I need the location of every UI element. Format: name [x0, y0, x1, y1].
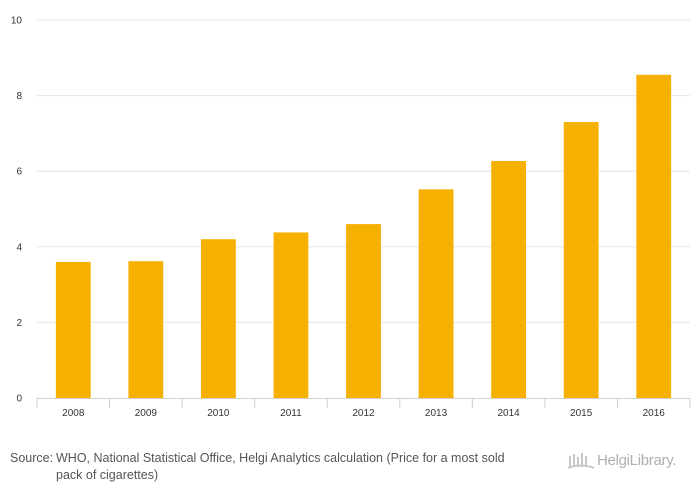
bar[interactable] [128, 261, 164, 398]
source-text: WHO, National Statistical Office, Helgi … [56, 451, 505, 482]
x-tick-label: 2012 [352, 408, 375, 419]
bar[interactable] [491, 160, 527, 398]
bar[interactable] [636, 74, 672, 398]
bar[interactable] [418, 189, 454, 398]
y-tick-label: 6 [16, 167, 22, 178]
source-note: Source: WHO, National Statistical Office,… [10, 450, 540, 484]
bar[interactable] [273, 232, 309, 398]
y-tick-label: 2 [16, 318, 22, 329]
x-tick-label: 2009 [135, 408, 158, 419]
x-axis [36, 398, 691, 408]
source-label: Source: [10, 451, 54, 465]
x-tick-label: 2016 [643, 408, 666, 419]
bar-chart: 0 2 4 6 8 10 2008 2009 2010 2011 2012 2013 2014 2015… [11, 16, 691, 419]
x-tick-label: 2008 [62, 408, 85, 419]
y-tick-label: 10 [11, 16, 23, 27]
x-tick-label: 2015 [570, 408, 593, 419]
bar[interactable] [55, 261, 91, 398]
chart-bars [55, 74, 672, 398]
y-axis-ticks: 0 2 4 6 8 10 [11, 16, 23, 405]
y-tick-label: 8 [16, 91, 22, 102]
x-tick-label: 2014 [497, 408, 520, 419]
bar[interactable] [346, 224, 381, 398]
library-logo-icon [568, 453, 594, 469]
helgi-library-logo[interactable]: HelgiLibrary. [568, 449, 676, 471]
bar[interactable] [200, 239, 236, 398]
x-tick-label: 2013 [425, 408, 448, 419]
x-tick-label: 2010 [207, 408, 230, 419]
y-tick-label: 4 [16, 242, 22, 253]
x-axis-ticks: 2008 2009 2010 2011 2012 2013 2014 2015 2016 [62, 408, 665, 419]
x-tick-label: 2011 [280, 408, 302, 419]
bar[interactable] [563, 122, 599, 398]
logo-text: HelgiLibrary. [597, 451, 677, 469]
y-tick-label: 0 [16, 394, 22, 405]
